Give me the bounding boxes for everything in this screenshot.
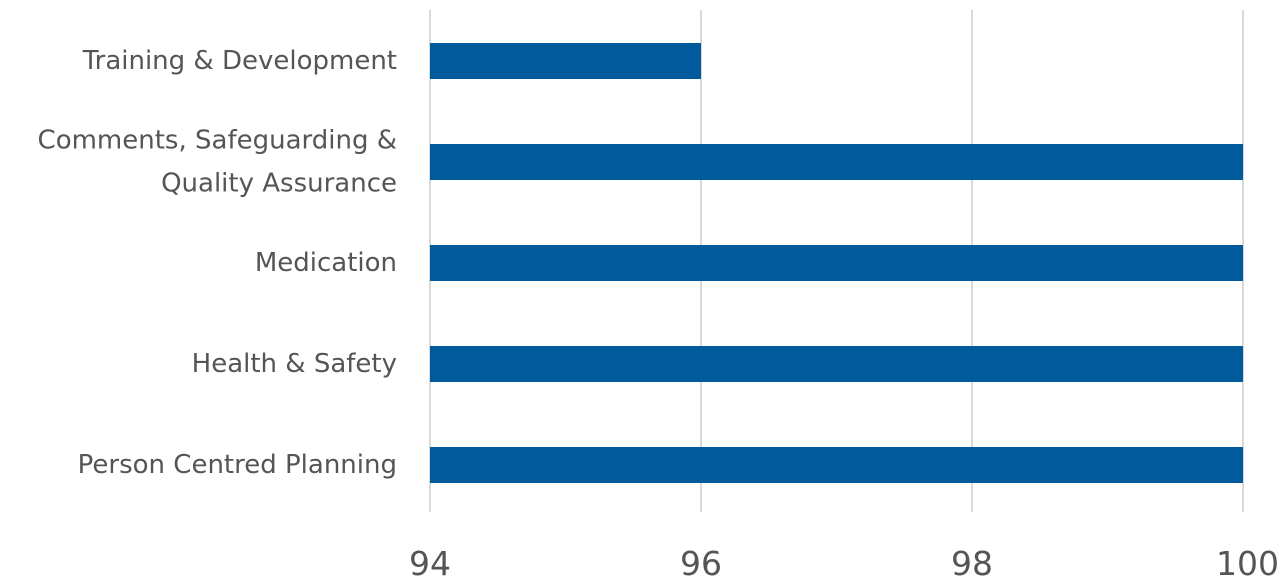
bar-4 — [430, 346, 1243, 382]
bar-5 — [430, 447, 1243, 483]
category-label-5: Person Centred Planning — [78, 450, 397, 480]
category-label-1: Training & Development — [82, 46, 397, 76]
category-labels: Training & Development Comments, Safeguar… — [38, 46, 397, 480]
bar-2 — [430, 144, 1243, 180]
category-label-line: Quality Assurance — [161, 169, 397, 199]
category-label-4: Health & Safety — [192, 349, 397, 379]
x-tick-label-94: 94 — [409, 544, 451, 577]
x-tick-label-96: 96 — [680, 544, 722, 577]
category-label-line: Health & Safety — [192, 349, 397, 379]
bar-1 — [430, 43, 701, 79]
bars — [430, 43, 1243, 483]
x-tick-label-100: 100 — [1216, 544, 1279, 577]
category-label-line: Comments, Safeguarding & — [38, 126, 397, 156]
bar-3 — [430, 245, 1243, 281]
category-label-line: Medication — [255, 248, 397, 278]
category-label-line: Training & Development — [82, 46, 397, 76]
x-tick-label-98: 98 — [951, 544, 993, 577]
category-label-2: Comments, Safeguarding & Quality Assuranc… — [38, 126, 397, 199]
category-label-3: Medication — [255, 248, 397, 278]
category-label-line: Person Centred Planning — [78, 450, 397, 480]
x-axis-tick-labels: 94 96 98 100 — [409, 544, 1279, 581]
